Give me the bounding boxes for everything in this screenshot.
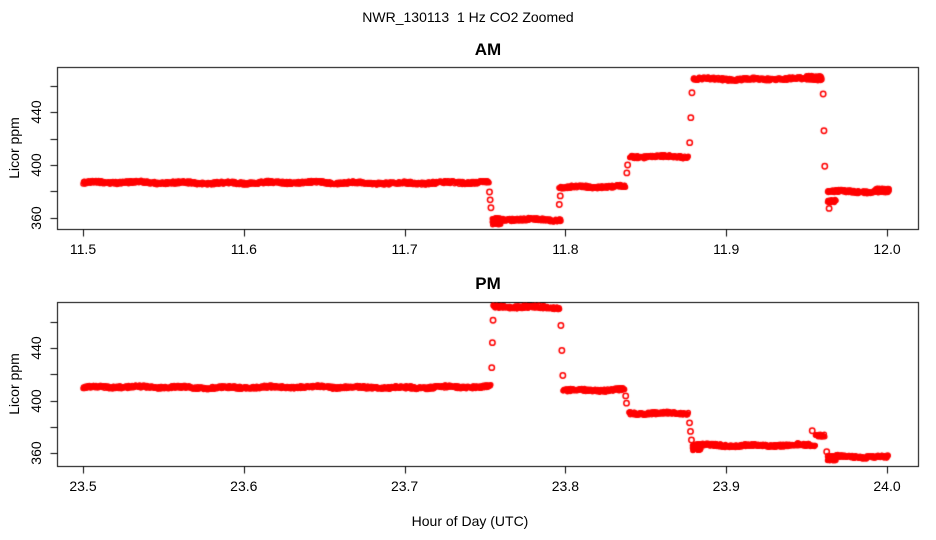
x-tick-label: 11.7 <box>391 241 418 257</box>
x-tick-label: 11.8 <box>552 241 579 257</box>
x-tick-label: 23.8 <box>551 478 580 494</box>
x-tick-label: 23.9 <box>712 478 740 494</box>
y-axis-label-am: Licor ppm <box>6 117 22 179</box>
y-tick-label: 440 <box>28 336 44 360</box>
x-tick-label: 11.9 <box>713 241 740 257</box>
panel-title-am: AM <box>474 40 502 59</box>
y-tick-label: 360 <box>28 441 44 465</box>
x-tick-label: 12.0 <box>873 241 901 257</box>
y-tick-label: 400 <box>28 388 44 413</box>
y-tick-label: 360 <box>28 205 44 230</box>
x-tick-label: 11.5 <box>69 241 97 257</box>
panel-title-pm: PM <box>475 274 501 293</box>
x-tick-label: 23.6 <box>230 478 258 494</box>
x-tick-label: 23.7 <box>390 478 419 494</box>
y-tick-label: 440 <box>28 100 44 125</box>
main-title: NWR_130113 1 Hz CO2 Zoomed <box>362 9 574 25</box>
y-axis-label-pm: Licor ppm <box>6 353 22 415</box>
x-axis-label: Hour of Day (UTC) <box>411 513 529 529</box>
x-tick-label: 24.0 <box>873 478 901 494</box>
y-tick-label: 400 <box>28 153 44 177</box>
x-tick-label: 11.6 <box>230 241 257 257</box>
x-tick-label: 23.5 <box>69 478 97 494</box>
